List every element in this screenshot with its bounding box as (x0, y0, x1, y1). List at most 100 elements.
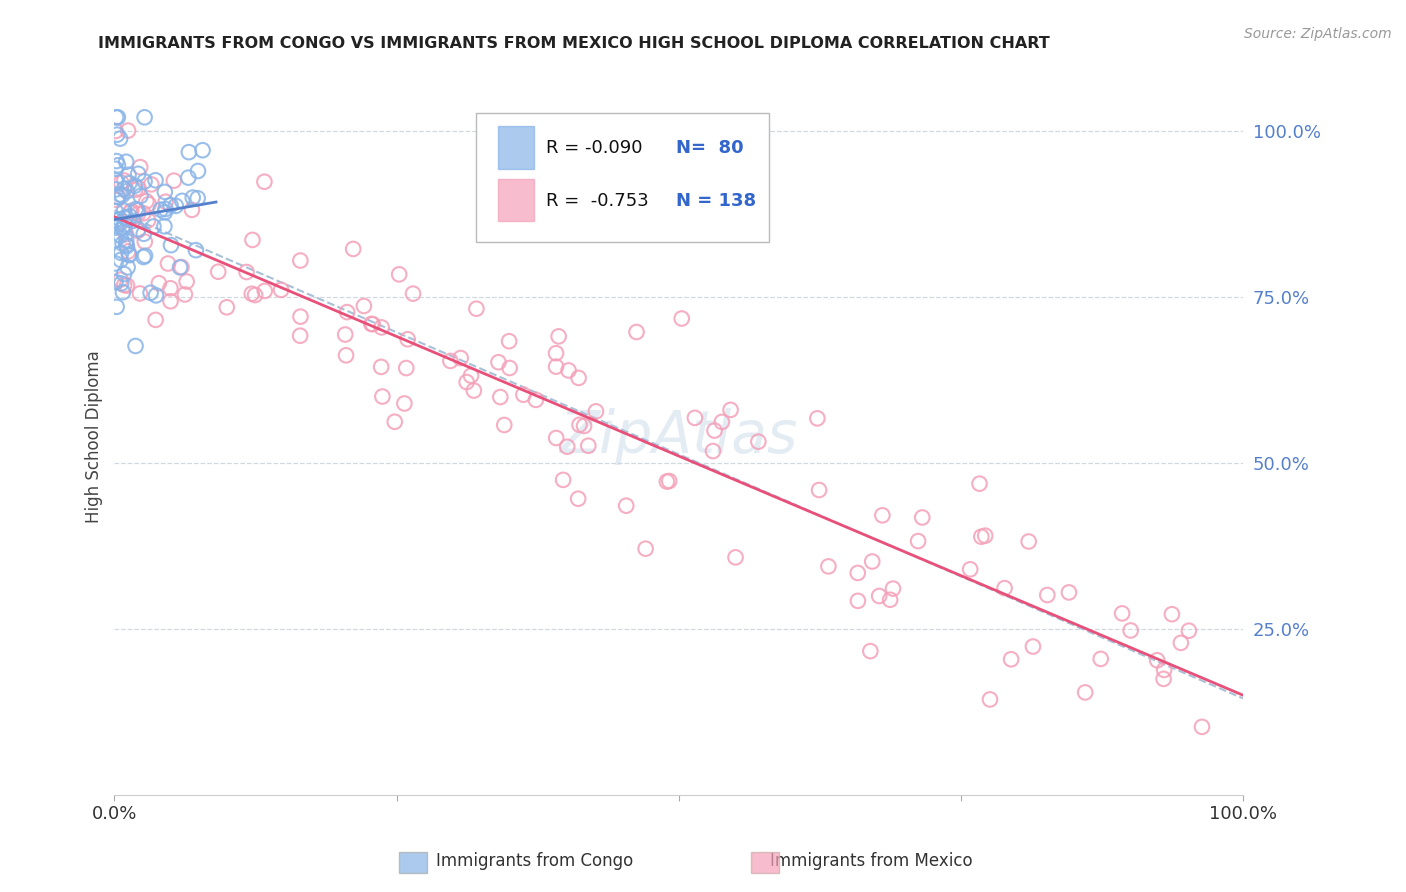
Point (868, 589, 890, 603)
Point (488, 355, 510, 369)
Point (169, 260, 191, 275)
Point (614, 499, 637, 513)
Point (112, 221, 135, 235)
Point (107, 190, 129, 204)
Point (568, 371, 591, 385)
Point (498, 361, 520, 376)
Point (112, 173, 135, 187)
Point (1090, 652, 1112, 666)
Point (567, 491, 589, 506)
Point (215, 301, 238, 315)
Point (872, 508, 894, 523)
Point (104, 161, 127, 176)
Point (555, 440, 578, 454)
Point (105, 193, 128, 207)
Point (585, 404, 607, 418)
Point (683, 410, 706, 425)
Point (342, 242, 364, 256)
Point (117, 244, 139, 259)
Point (110, 252, 132, 267)
Point (110, 228, 132, 243)
Point (970, 530, 993, 544)
Point (242, 233, 264, 247)
Point (1057, 585, 1080, 599)
Point (1111, 607, 1133, 621)
Point (207, 265, 229, 279)
Point (353, 299, 375, 313)
Point (1036, 588, 1059, 602)
Point (104, 124, 127, 138)
Point (105, 111, 128, 125)
Point (720, 402, 742, 417)
Point (465, 301, 488, 316)
Point (128, 181, 150, 195)
Point (846, 594, 869, 608)
Point (181, 191, 204, 205)
Point (456, 375, 478, 389)
Point (882, 582, 904, 596)
Point (557, 363, 579, 377)
Point (105, 220, 128, 235)
Point (808, 483, 831, 497)
Point (156, 256, 179, 270)
Point (184, 243, 207, 257)
Point (110, 277, 132, 291)
Point (124, 178, 146, 193)
Point (993, 581, 1015, 595)
Point (546, 359, 568, 374)
Point (243, 288, 266, 302)
Point (546, 431, 568, 445)
Point (115, 239, 138, 253)
Point (463, 384, 485, 398)
Point (1153, 663, 1175, 677)
Point (134, 249, 156, 263)
Point (388, 268, 411, 282)
Point (163, 174, 186, 188)
Point (177, 145, 200, 160)
Point (655, 475, 678, 489)
Text: Source: ZipAtlas.com: Source: ZipAtlas.com (1244, 27, 1392, 41)
Point (336, 305, 359, 319)
Point (105, 128, 128, 142)
Point (1153, 672, 1175, 686)
Point (159, 281, 181, 295)
Point (572, 419, 595, 434)
Point (703, 424, 725, 438)
Point (115, 234, 138, 248)
Point (127, 224, 149, 238)
Point (159, 294, 181, 309)
Text: ZipAtlas: ZipAtlas (560, 408, 797, 465)
Point (132, 227, 155, 241)
Point (124, 339, 146, 353)
Point (105, 154, 128, 169)
Point (159, 198, 181, 212)
Point (160, 238, 183, 252)
Point (114, 211, 136, 226)
Point (124, 183, 146, 197)
Point (235, 265, 257, 279)
Point (1018, 534, 1040, 549)
Point (335, 348, 357, 362)
Point (110, 176, 132, 190)
Point (1074, 685, 1097, 699)
Point (710, 415, 733, 429)
Point (112, 278, 135, 293)
Point (671, 311, 693, 326)
Point (114, 210, 136, 224)
Point (148, 276, 170, 290)
Point (108, 131, 131, 145)
Point (335, 327, 357, 342)
Point (1000, 652, 1022, 666)
Point (450, 351, 472, 365)
Point (191, 143, 214, 157)
Point (240, 286, 263, 301)
Point (806, 411, 828, 425)
FancyBboxPatch shape (498, 178, 534, 221)
Point (288, 328, 311, 343)
Point (110, 246, 132, 260)
Point (974, 529, 997, 543)
Text: Immigrants from Congo: Immigrants from Congo (436, 852, 633, 870)
Point (907, 534, 929, 549)
FancyBboxPatch shape (475, 113, 769, 243)
Point (360, 317, 382, 331)
